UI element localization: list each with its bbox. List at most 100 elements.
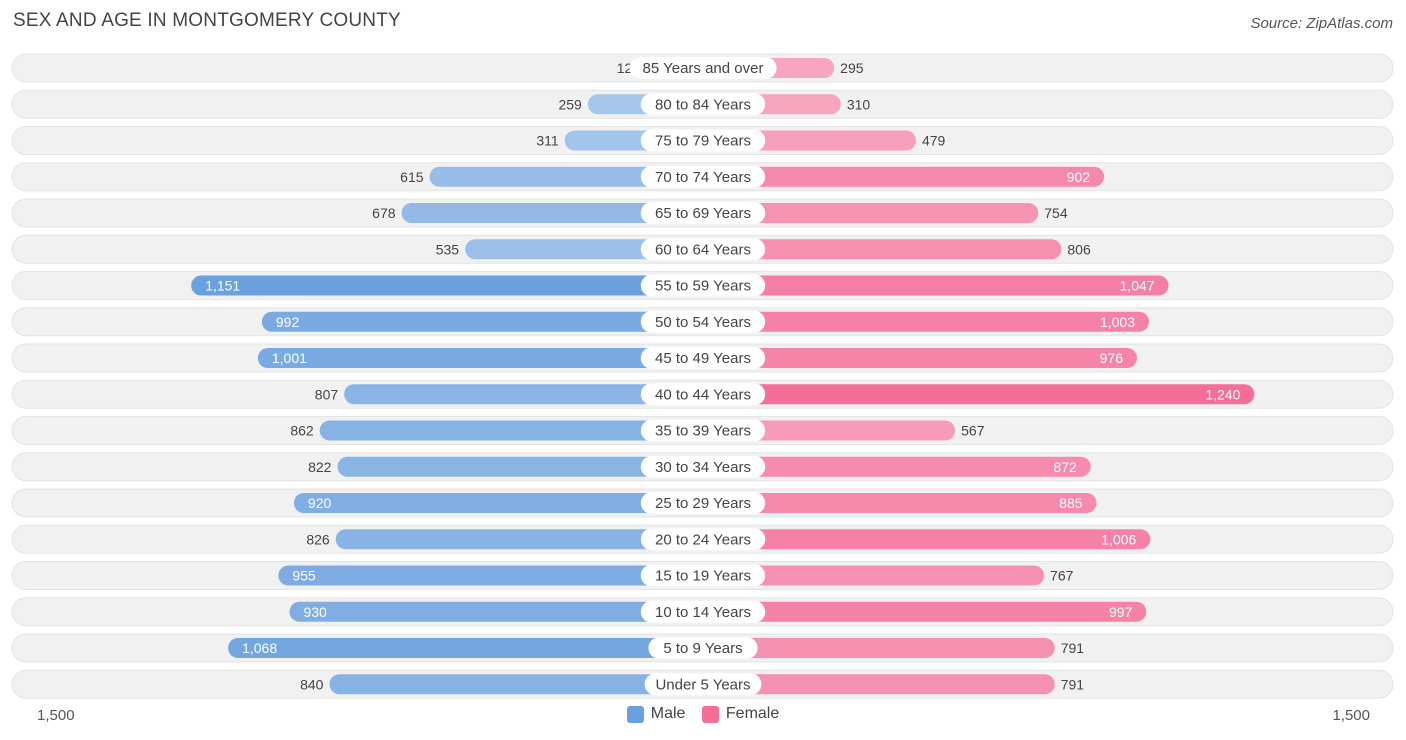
female-value-label: 976 [1100,350,1124,366]
male-bar [335,529,703,550]
category-pill [640,600,766,623]
category-pill [640,202,766,224]
female-bar [703,203,1039,223]
male-bar [278,565,703,586]
category-pill [629,57,777,79]
category-label: 15 to 19 Years [655,568,751,585]
female-bar [703,311,1150,332]
female-value-label: 1,006 [1101,531,1136,547]
category-pill [640,492,766,514]
male-bar [289,601,703,622]
male-bar [344,384,703,405]
source-label: Source: ZipAtlas.com [1250,15,1393,32]
category-label: 10 to 14 Years [655,604,751,621]
category-label: 5 to 9 Years [663,640,742,657]
legend: Male Female [0,705,1406,728]
female-bar [703,384,1255,405]
male-bar [191,275,703,296]
category-label: 50 to 54 Years [655,314,751,331]
category-pill [644,673,762,696]
category-pill [640,383,766,406]
male-value-label: 822 [308,459,332,475]
female-bar [703,239,1062,260]
female-bar [703,565,1045,586]
male-value-label: 826 [306,531,330,547]
category-label: 40 to 44 Years [655,386,751,403]
category-pill [640,310,766,333]
category-pill [640,455,766,478]
category-label: 70 to 74 Years [655,169,751,186]
male-value-label: 1,151 [205,278,240,294]
female-value-label: 791 [1061,640,1085,656]
male-bar [337,456,703,477]
female-bar [703,275,1169,296]
category-label: Under 5 Years [655,676,750,693]
female-value-label: 885 [1059,495,1083,511]
male-value-label: 259 [558,96,582,112]
category-label: 35 to 39 Years [655,423,751,440]
axis-label-right: 1,500 [1332,707,1370,724]
female-value-label: 567 [961,423,985,439]
male-value-label: 920 [308,495,332,511]
legend-item-male[interactable]: Male [626,705,686,723]
female-value-label: 310 [847,96,871,112]
category-pill [640,528,766,551]
legend-label-male: Male [650,705,686,722]
male-value-label: 955 [292,568,316,584]
female-value-label: 1,003 [1100,314,1135,330]
category-label: 75 to 79 Years [655,133,751,150]
axis-label-left: 1,500 [37,707,75,724]
female-value-label: 872 [1053,459,1077,475]
category-label: 85 Years and over [643,60,764,77]
category-label: 65 to 69 Years [655,205,751,222]
female-value-label: 1,240 [1205,386,1240,402]
category-label: 80 to 84 Years [655,96,751,113]
male-value-label: 807 [315,386,339,402]
female-value-label: 997 [1109,604,1133,620]
female-bar [703,166,1105,187]
male-value-label: 930 [303,604,327,620]
category-pill [640,93,766,116]
legend-item-female[interactable]: Female [701,705,780,723]
male-value-label: 311 [536,133,559,149]
category-label: 45 to 49 Years [655,350,751,367]
category-pill [648,637,758,659]
category-pill [640,165,766,188]
category-pill [640,564,766,587]
male-value-label: 615 [400,169,424,185]
chart-title: SEX AND AGE IN MONTGOMERY COUNTY [13,10,401,31]
female-bar [703,348,1137,368]
female-value-label: 767 [1050,568,1074,584]
female-value-label: 902 [1067,169,1091,185]
category-label: 25 to 29 Years [655,495,751,512]
male-bar [293,493,703,513]
category-pill [640,274,766,297]
category-pill [640,129,766,152]
female-bar [703,529,1151,550]
male-bar [257,348,703,368]
female-bar [703,638,1055,658]
male-value-label: 862 [290,423,314,439]
female-bar [703,674,1055,695]
category-pill [640,238,766,261]
legend-swatch-female [701,705,719,723]
category-pill [640,419,766,442]
legend-label-female: Female [725,705,780,722]
male-bar [429,166,703,187]
male-bar [329,674,703,695]
category-pill [640,347,766,369]
male-value-label: 1,001 [272,350,307,366]
male-value-label: 535 [436,241,460,257]
male-value-label: 1,068 [242,640,277,656]
male-value-label: 840 [300,676,324,692]
female-value-label: 754 [1044,205,1068,221]
category-label: 30 to 34 Years [655,459,751,476]
male-bar [261,311,703,332]
male-value-label: 992 [276,314,300,330]
male-bar [319,420,703,441]
female-value-label: 806 [1067,241,1091,257]
category-label: 60 to 64 Years [655,241,751,258]
female-bar [703,601,1147,622]
male-bar [228,638,703,658]
female-bar [703,493,1097,513]
